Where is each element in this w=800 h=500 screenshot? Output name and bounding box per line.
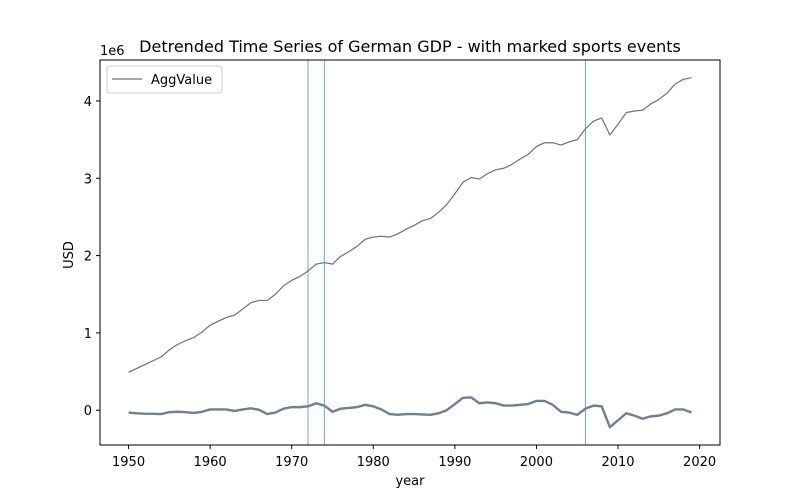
y-tick-label: 1 [84,327,92,342]
x-tick-label: 1990 [438,455,471,470]
y-tick-label: 0 [84,404,92,419]
y-tick-label: 2 [84,250,92,265]
x-axis: 1950 1960 1970 1980 1990 2000 2010 2020 [112,445,716,470]
y-axis: 0 1 2 3 4 [84,95,100,419]
x-axis-label: year [395,474,425,489]
legend-box [106,65,223,94]
legend: AggValue [106,65,223,94]
y-tick-label: 3 [84,172,92,187]
y-tick-label: 4 [84,95,92,110]
x-tick-label: 2000 [520,455,553,470]
x-tick-label: 1980 [357,455,390,470]
series-line-aggvalue [128,77,692,373]
x-tick-label: 2020 [683,455,716,470]
x-tick-label: 2010 [601,455,634,470]
x-tick-label: 1970 [275,455,308,470]
plot-area [128,60,692,445]
x-tick-label: 1960 [194,455,227,470]
axes-frame [99,59,721,446]
y-axis-label: USD [62,241,77,269]
legend-label-aggvalue: AggValue [151,73,212,88]
y-offset-label: 1e6 [100,44,125,59]
series-line-detrended [128,396,692,429]
x-tick-label: 1950 [112,455,145,470]
chart-title: Detrended Time Series of German GDP - wi… [139,37,681,56]
